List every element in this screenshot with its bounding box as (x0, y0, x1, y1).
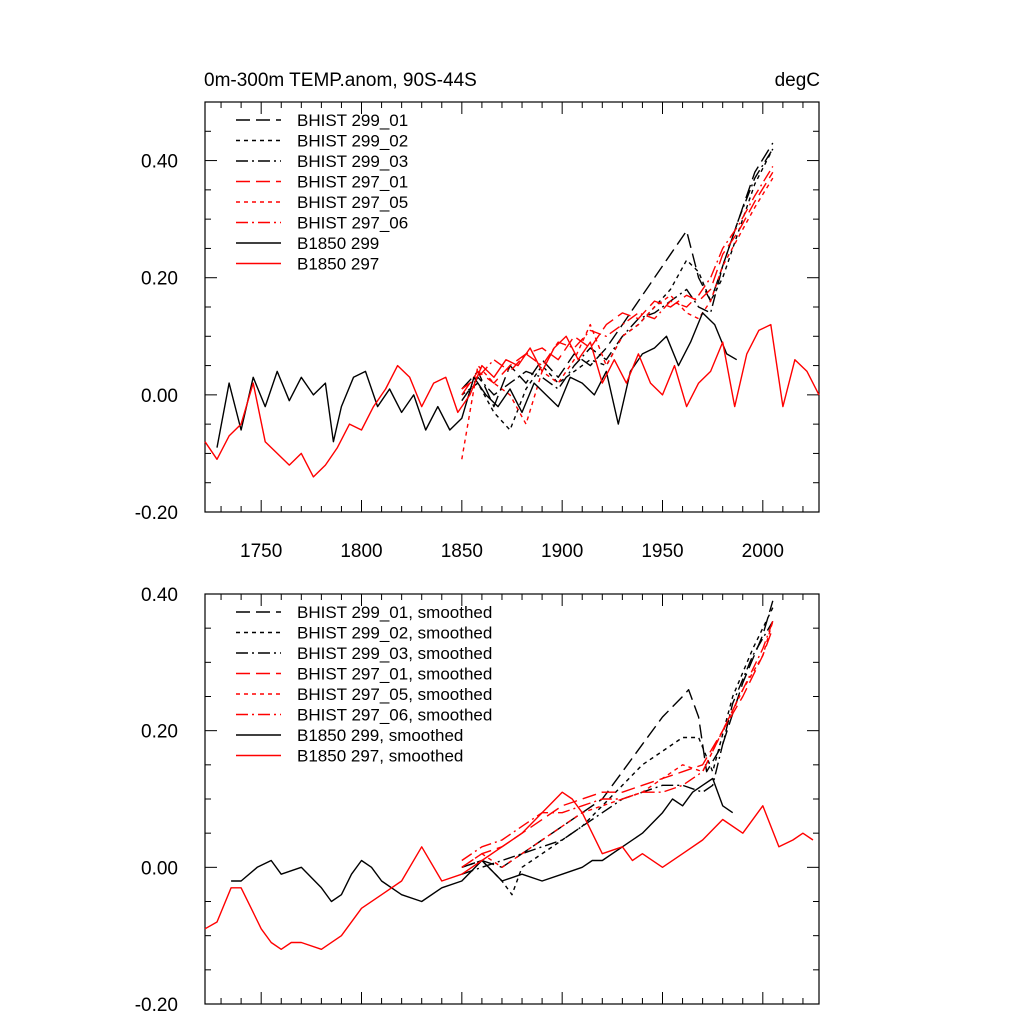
legend-label: B1850 299 (297, 234, 379, 253)
units-label: degC (775, 70, 820, 91)
legend-label: BHIST 297_06, smoothed (297, 706, 492, 725)
series-line-bhist-299-03 (461, 148, 774, 402)
axis-ticks (205, 593, 819, 1005)
y-tick-label: -0.20 (135, 503, 178, 524)
legend-label: BHIST 299_03 (297, 152, 408, 171)
x-tick-label: 1850 (441, 541, 483, 562)
series-line-bhist-297-06-smoothed (461, 621, 774, 862)
series-line-b1850-297-smoothed (204, 791, 814, 950)
panel-smoothed: -0.20 0.00 0.20 0.40 BHIST 299_01, smoothed… (135, 585, 820, 1016)
series-line-bhist-299-02 (461, 148, 774, 431)
legend-label: BHIST 299_01 (297, 111, 408, 130)
series-line-b1850-299 (216, 312, 738, 448)
x-tick-label: 1750 (240, 541, 282, 562)
legend-label: B1850 299, smoothed (297, 726, 463, 745)
x-tick-label: 1800 (340, 541, 382, 562)
series-line-b1850-297 (204, 323, 820, 478)
legend-label: B1850 297, smoothed (297, 747, 463, 766)
y-tick-labels: -0.20 0.00 0.20 0.40 (135, 585, 178, 1016)
legend-label: BHIST 297_01 (297, 173, 408, 192)
x-tick-label: 2000 (742, 541, 784, 562)
y-tick-labels: -0.20 0.00 0.20 0.40 (135, 152, 178, 524)
y-tick-label: 0.20 (141, 269, 178, 290)
x-tick-label: 1900 (541, 541, 583, 562)
y-tick-label: 0.40 (141, 152, 178, 173)
x-tick-label: 1950 (641, 541, 683, 562)
panel-raw: 0m-300m TEMP.anom, 90S-44S degC 1750 1800… (135, 70, 820, 562)
axis-ticks (205, 101, 819, 513)
legend-label: BHIST 297_05, smoothed (297, 685, 492, 704)
y-tick-label: 0.00 (141, 858, 178, 879)
y-tick-label: 0.40 (141, 585, 178, 606)
legend-label: B1850 297 (297, 255, 379, 274)
legend-label: BHIST 297_05 (297, 193, 408, 212)
y-tick-label: 0.20 (141, 722, 178, 743)
series-lines (204, 600, 814, 950)
series-line-bhist-299-01 (461, 142, 774, 408)
legend-label: BHIST 299_01, smoothed (297, 603, 492, 622)
legend-label: BHIST 299_03, smoothed (297, 644, 492, 663)
x-tick-labels: 1750 1800 1850 1900 1950 2000 (240, 541, 784, 562)
y-tick-label: 0.00 (141, 386, 178, 407)
legend-label: BHIST 297_01, smoothed (297, 665, 492, 684)
y-tick-label: -0.20 (135, 995, 178, 1016)
series-line-bhist-297-05 (461, 177, 774, 460)
series-line-bhist-299-02-smoothed (461, 607, 774, 896)
legend-label: BHIST 297_06 (297, 214, 408, 233)
legend-label: BHIST 299_02 (297, 132, 408, 151)
series-line-bhist-297-06 (461, 166, 774, 390)
series-line-bhist-297-01 (461, 171, 774, 396)
legend: BHIST 299_01, smoothed BHIST 299_02, smoo… (236, 603, 492, 766)
series-lines (204, 142, 820, 478)
chart-title: 0m-300m TEMP.anom, 90S-44S (204, 70, 477, 91)
legend-label: BHIST 299_02, smoothed (297, 624, 492, 643)
